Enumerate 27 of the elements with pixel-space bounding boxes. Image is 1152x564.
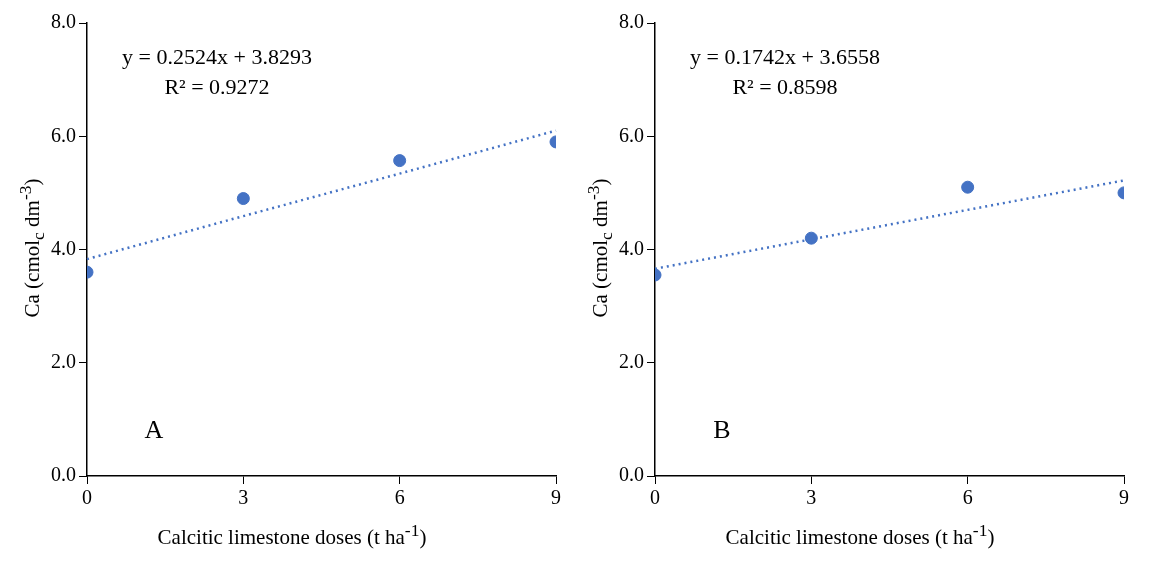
y-tick-label: 2.0: [51, 350, 76, 372]
x-tick-label: 6: [394, 486, 405, 509]
x-tick-label: 0: [82, 486, 92, 509]
line-series: [85, 129, 558, 261]
annotation: R² = 0.9272: [164, 73, 270, 99]
x-tick-label: 9: [551, 486, 561, 509]
x-tick-label: 6: [962, 486, 973, 509]
x-tick-label: 3: [806, 486, 817, 509]
annotation: R² = 0.8598: [732, 73, 838, 99]
y-tick-label: 4.0: [619, 236, 644, 259]
x-axis-title: Calcitic limestone doses (t ha$^{-1}$): [724, 520, 996, 550]
y-tick-label: 6.0: [619, 123, 644, 146]
annotation: B: [713, 414, 731, 444]
y-tick-label: 6.0: [51, 123, 76, 146]
y-tick-label: 8.0: [51, 10, 76, 33]
annotation: A: [144, 414, 164, 444]
y-tick-label: 2.0: [619, 350, 644, 372]
annotation: y = 0.1742x + 3.6558: [690, 43, 880, 69]
annotation: y = 0.2524x + 3.8293: [122, 43, 312, 69]
y-tick-label: 8.0: [619, 10, 644, 33]
y-tick-label: 0.0: [619, 463, 644, 486]
x-tick-label: 9: [1119, 486, 1129, 509]
x-tick-label: 3: [238, 486, 249, 509]
x-tick-label: 0: [650, 486, 660, 509]
y-tick-label: 0.0: [51, 463, 76, 486]
x-axis-title: Calcitic limestone doses (t ha$^{-1}$): [156, 520, 428, 550]
y-tick-label: 4.0: [51, 236, 76, 259]
